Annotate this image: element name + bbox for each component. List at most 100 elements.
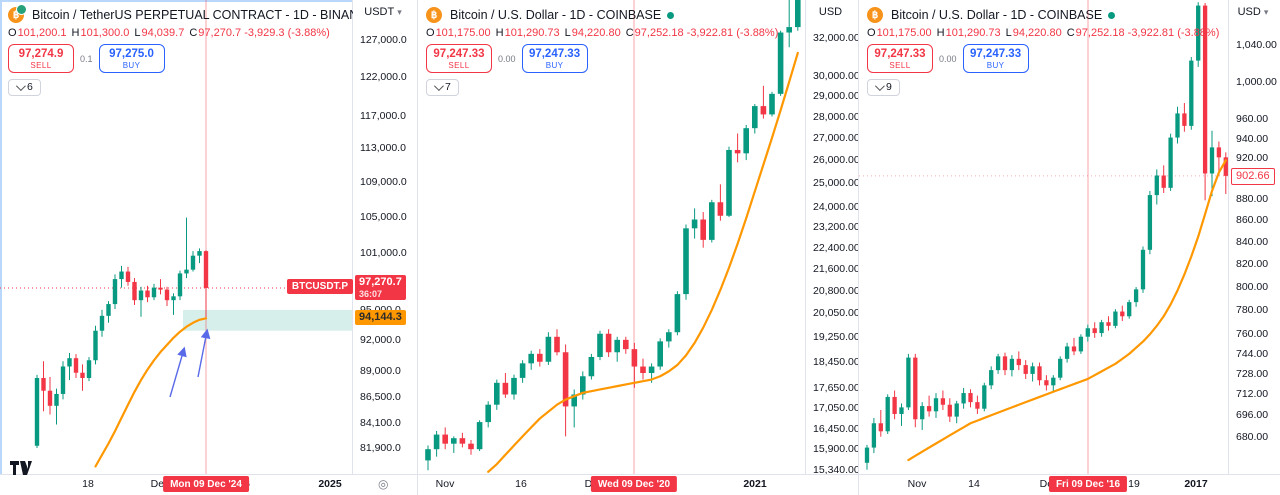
price-tick: 86,500.0 — [360, 391, 401, 404]
ohlc-open-letter: O — [867, 27, 876, 39]
buy-sell-widget: 97,274.9 SELL 0.1 97,275.0 BUY — [8, 44, 353, 73]
ohlc-low-letter: L — [1005, 27, 1012, 39]
buy-button[interactable]: 97,275.0 BUY — [98, 44, 165, 73]
price-tick: 113,000.0 — [360, 142, 406, 155]
time-tick: Nov — [907, 478, 927, 490]
price-tick: 880.00 — [1236, 193, 1269, 206]
chevron-down-icon — [433, 80, 444, 91]
symbol-pair-icon[interactable]: ฿ — [867, 6, 885, 24]
ohlc-row: O101,175.00 H101,290.73 L94,220.80 C97,252.… — [867, 27, 1219, 39]
price-tick: 17,650.00 — [813, 381, 860, 394]
price-label: 97,270.7 36:07 — [355, 274, 406, 300]
candlestick-chart[interactable] — [859, 0, 1229, 475]
price-tick: 800.00 — [1236, 281, 1269, 294]
chevron-down-icon: ▾ — [397, 6, 402, 17]
price-axis[interactable]: USD 32,000.00 30,000.00 29,000.00 28,000.00… — [805, 0, 860, 477]
highlight-band — [183, 309, 353, 331]
ohlc-close-letter: C — [1066, 27, 1075, 39]
price-axis[interactable]: USD ▾ 1,040.00 1,000.00 960.00 940.00 920.00 8… — [1228, 0, 1280, 475]
price-axis[interactable]: USDT ▾ 127,000.0 122,000.0 117,000.0 113,000… — [352, 0, 417, 475]
time-axis[interactable]: 18Dec62025Mon 09 Dec '24◎ — [0, 474, 417, 495]
ohlc-change: -3,922.81 (-3.88%) — [1127, 27, 1220, 39]
candles-group — [34, 217, 209, 449]
time-tick: 14 — [968, 478, 980, 490]
time-axis[interactable]: Nov14Dec192017Fri 09 Dec '16 — [859, 474, 1280, 495]
price-tick: 19,250.00 — [813, 330, 860, 343]
symbol-pair-icon[interactable]: ฿ — [8, 4, 27, 24]
ohlc-row: O101,200.1 H101,300.0 L94,039.7 C97,270.7 -… — [8, 27, 353, 39]
spread-value: 0.00 — [496, 53, 518, 64]
currency-selector[interactable]: USD ▾ — [1237, 6, 1269, 18]
price-tick: 89,000.0 — [360, 364, 401, 377]
candlestick-chart[interactable] — [418, 0, 806, 475]
chart-panel-binance: ฿ Bitcoin / TetherUS PERPETUAL CONTRACT … — [0, 0, 417, 495]
price-tick: 109,000.0 — [360, 175, 407, 188]
price-tick: 680.00 — [1236, 430, 1269, 443]
spread-value: 0.00 — [937, 53, 959, 64]
price-tick: 15,900.00 — [813, 443, 860, 456]
buy-zone-arrow[interactable] — [169, 346, 187, 398]
candlestick-chart[interactable] — [0, 0, 353, 475]
ohlc-open-letter: O — [426, 27, 435, 39]
sell-button[interactable]: 97,247.33 SELL — [426, 44, 492, 73]
ohlc-high-value: 101,290.73 — [945, 27, 1001, 39]
price-tick: 18,450.00 — [813, 355, 860, 368]
buy-zone-arrow[interactable] — [197, 328, 211, 378]
currency-selector[interactable]: USDT ▾ — [364, 6, 402, 18]
time-tick: 2025 — [318, 478, 342, 490]
chart-plot-area[interactable]: ฿ Bitcoin / U.S. Dollar - 1D - COINBASE … — [859, 0, 1229, 475]
ohlc-close-value: 97,252.18 — [1075, 27, 1125, 39]
pane-header: ฿ Bitcoin / TetherUS PERPETUAL CONTRACT … — [8, 4, 353, 96]
price-tick: 29,000.00 — [813, 89, 860, 102]
ohlc-close-letter: C — [625, 27, 634, 39]
chart-plot-area[interactable]: ฿ Bitcoin / U.S. Dollar - 1D - COINBASE … — [418, 0, 806, 475]
price-tick: 1,000.00 — [1236, 75, 1277, 88]
ohlc-high-value: 101,300.0 — [80, 27, 130, 39]
price-tick: 25,000.00 — [813, 177, 860, 190]
symbol-price-tag: BTCUSDT.P — [286, 278, 353, 294]
ohlc-high-letter: H — [936, 27, 945, 39]
chart-plot-area[interactable]: ฿ Bitcoin / TetherUS PERPETUAL CONTRACT … — [0, 0, 353, 475]
price-tick: 696.00 — [1236, 409, 1269, 422]
pane-header: ฿ Bitcoin / U.S. Dollar - 1D - COINBASE … — [867, 5, 1219, 96]
collapsed-indicators-chip[interactable]: 6 — [8, 79, 41, 96]
symbol-pair-icon[interactable]: ฿ — [426, 6, 444, 24]
price-tick: 32,000.00 — [813, 32, 860, 44]
price-tick: 16,450.00 — [813, 423, 860, 436]
sell-button[interactable]: 97,274.9 SELL — [8, 44, 74, 73]
price-tick: 105,000.0 — [360, 210, 407, 223]
market-open-dot — [1108, 11, 1116, 19]
price-tick: 1,040.00 — [1236, 39, 1277, 52]
ohlc-low-value: 94,039.7 — [141, 27, 185, 39]
ohlc-open-value: 101,175.00 — [435, 27, 491, 39]
ma-line — [94, 317, 208, 468]
price-tick: 860.00 — [1236, 214, 1269, 227]
price-tick: 92,000.0 — [360, 333, 401, 346]
buy-button[interactable]: 97,247.33 BUY — [962, 44, 1029, 73]
symbol-title[interactable]: Bitcoin / TetherUS PERPETUAL CONTRACT - … — [32, 8, 353, 22]
price-tick: 20,050.00 — [813, 306, 860, 319]
go-to-realtime-icon[interactable]: ◎ — [378, 477, 389, 491]
tether-icon — [16, 4, 27, 15]
crosshair-date-label: Fri 09 Dec '16 — [1048, 476, 1128, 492]
collapsed-indicators-chip[interactable]: 9 — [867, 79, 900, 96]
price-tick: 920.00 — [1236, 152, 1269, 165]
price-tick: 712.00 — [1236, 388, 1269, 401]
symbol-title[interactable]: Bitcoin / U.S. Dollar - 1D - COINBASE — [891, 8, 1103, 22]
price-tick: 30,000.00 — [813, 69, 860, 82]
time-tick: 2017 — [1184, 478, 1208, 490]
symbol-title[interactable]: Bitcoin / U.S. Dollar - 1D - COINBASE — [450, 8, 662, 22]
ohlc-row: O101,175.00 H101,290.73 L94,220.80 C97,252.… — [426, 27, 778, 39]
ohlc-high-letter: H — [495, 27, 504, 39]
price-tick: 780.00 — [1236, 304, 1269, 317]
buy-sell-widget: 97,247.33 SELL 0.00 97,247.33 BUY — [867, 44, 1219, 73]
price-tick: 101,000.0 — [360, 246, 407, 259]
currency-selector[interactable]: USD — [818, 6, 843, 18]
buy-button[interactable]: 97,247.33 BUY — [521, 44, 588, 73]
price-tick: 15,340.00 — [813, 464, 860, 477]
sell-button[interactable]: 97,247.33 SELL — [867, 44, 933, 73]
collapsed-indicators-chip[interactable]: 7 — [426, 79, 459, 96]
price-tick: 760.00 — [1236, 328, 1269, 341]
time-axis[interactable]: Nov16Dec2021Wed 09 Dec '20 — [418, 474, 859, 495]
